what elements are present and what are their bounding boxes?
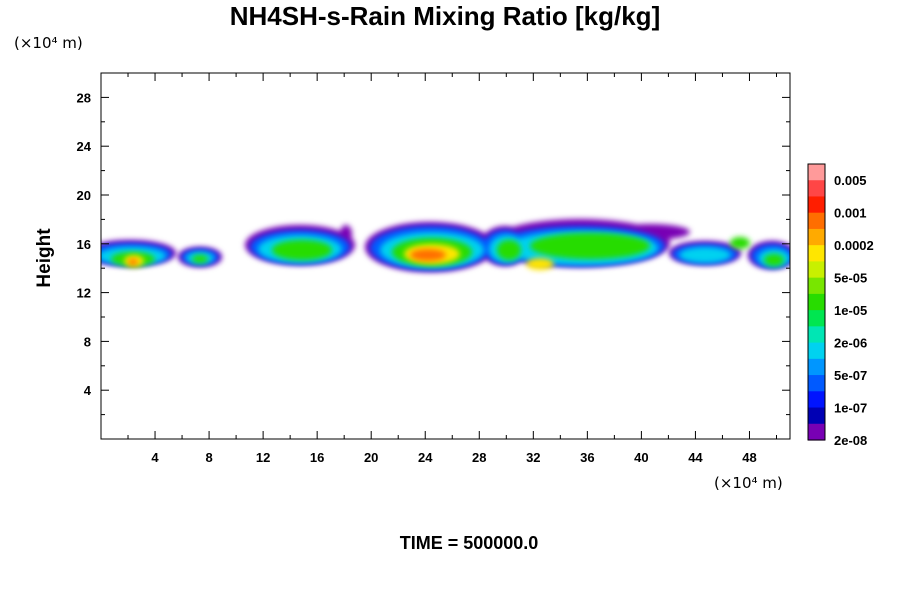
legend-swatch [808,228,825,246]
legend-swatch [808,212,825,230]
legend-swatch [808,375,825,392]
legend-label: 2e-06 [834,336,867,351]
x-tick-label: 48 [742,450,756,465]
legend-swatch [808,196,825,214]
legend-swatch [808,310,825,327]
x-tick-label: 28 [472,450,486,465]
y-tick-label: 12 [77,286,91,301]
cloud-layer-orange [128,249,446,265]
legend-swatch [808,326,825,344]
legend-swatch [808,277,825,295]
legend-swatch [808,342,825,360]
x-tick-label: 32 [526,450,540,465]
legend-label: 1e-05 [834,303,867,318]
legend-label: 2e-08 [834,433,867,448]
x-tick-label: 24 [418,450,433,465]
legend-label: 1e-07 [834,401,867,416]
legend-swatch [808,391,825,409]
x-tick-label: 36 [580,450,594,465]
y-tick-label: 24 [77,139,92,154]
legend-label: 5e-07 [834,368,867,383]
x-tick-label: 44 [688,450,703,465]
legend-label: 5e-05 [834,271,867,286]
x-axis: 4 8 12 16 20 24 28 32 36 40 44 48 [127,73,777,465]
x-tick-label: 8 [205,450,212,465]
legend-swatch [808,358,825,376]
legend-swatch [808,180,825,198]
chart-title: NH4SH-s-Rain Mixing Ratio [kg/kg] [230,1,660,31]
x-tick-label: 4 [151,450,159,465]
time-label: TIME = 500000.0 [400,533,539,553]
legend-swatch [808,293,825,311]
legend-swatch [808,261,825,279]
legend-label: 0.0002 [834,238,874,253]
x-tick-label: 20 [364,450,378,465]
legend-swatch [808,423,825,441]
plot-frame [100,72,791,440]
y-tick-label: 20 [77,188,91,203]
legend-frame [807,163,826,441]
x-tick-label: 40 [634,450,648,465]
y-axis-label: Height [34,228,55,288]
y-tick-label: 16 [77,237,91,252]
legend-swatch [808,245,825,263]
y-tick-label: 28 [77,90,91,105]
cloud-field [101,219,790,272]
legend-label: 0.001 [834,206,867,221]
legend: 0.005 0.001 0.0002 5e-05 1e-05 2e-06 5e-07 1e-0… [807,163,874,448]
y-axis: 4 8 12 16 20 24 28 [77,90,790,416]
x-tick-label: 16 [310,450,324,465]
x-tick-label: 12 [256,450,270,465]
y-unit-label: (×10⁴ m) [14,34,83,52]
legend-swatch [808,407,825,425]
legend-label: 0.005 [834,173,867,188]
y-tick-label: 8 [84,334,91,349]
legend-swatch [808,164,825,181]
x-unit-label: (×10⁴ m) [714,474,783,492]
y-tick-label: 4 [84,383,92,398]
